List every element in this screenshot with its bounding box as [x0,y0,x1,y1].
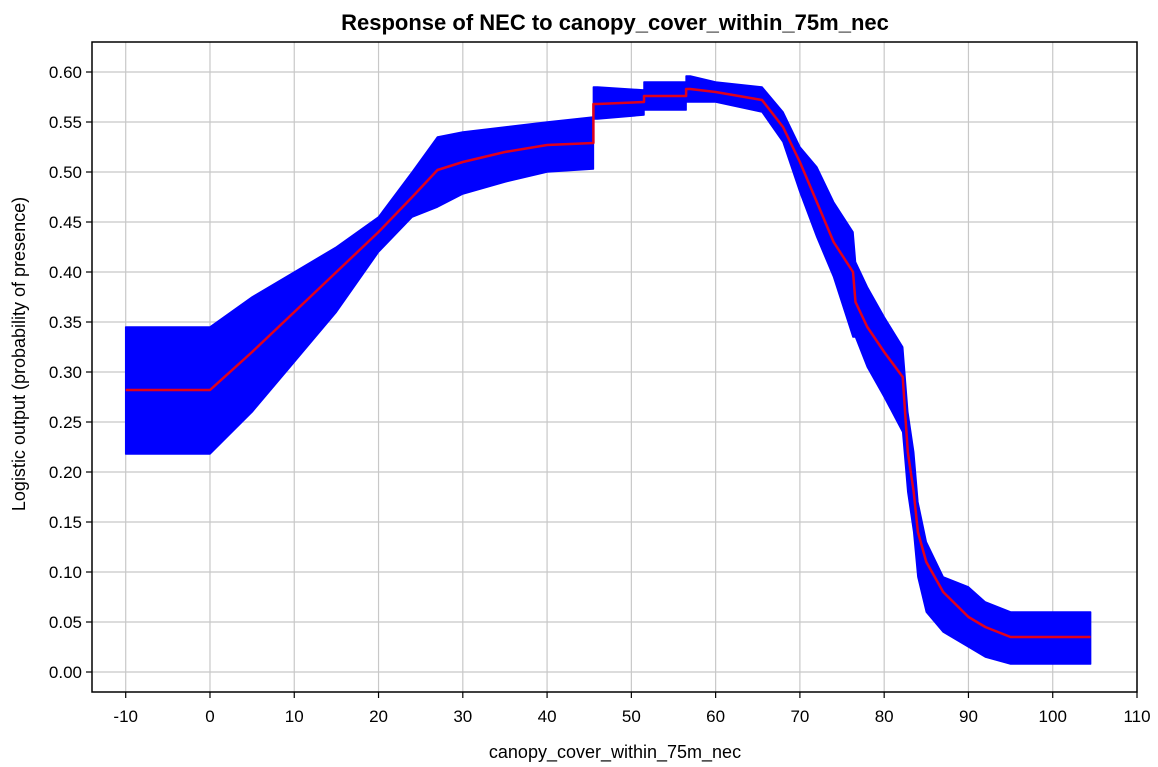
x-tick-label: 60 [706,707,725,726]
y-tick-label: 0.20 [49,463,82,482]
y-tick-label: 0.50 [49,163,82,182]
x-tick-label: 0 [205,707,214,726]
x-tick-label: 50 [622,707,641,726]
x-tick-label: 80 [875,707,894,726]
y-tick-label: 0.15 [49,513,82,532]
y-tick-label: 0.05 [49,613,82,632]
plot-frame [91,41,1138,693]
x-tick-label: 100 [1039,707,1067,726]
x-tick-label: 10 [285,707,304,726]
x-tick-label: -10 [113,707,138,726]
y-tick-label: 0.00 [49,663,82,682]
x-tick-label: 30 [453,707,472,726]
chart-title: Response of NEC to canopy_cover_within_7… [341,10,889,35]
y-tick-label: 0.10 [49,563,82,582]
mean-response-line [125,87,1091,639]
x-tick-label: 90 [959,707,978,726]
plot-area: -10 0 10 20 30 40 50 60 70 80 90 100 110 0.00 0.05 0.10… [49,41,1151,726]
y-tick-label: 0.45 [49,213,82,232]
y-tick-label: 0.60 [49,63,82,82]
y-tick-label: 0.30 [49,363,82,382]
y-axis-label: Logistic output (probability of presence… [9,197,29,511]
x-tick-label: 40 [538,707,557,726]
y-tick-label: 0.55 [49,113,82,132]
y-tick-label: 0.25 [49,413,82,432]
x-tick-label: 70 [790,707,809,726]
x-axis-label: canopy_cover_within_75m_nec [489,742,741,763]
y-tick-label: 0.40 [49,263,82,282]
y-tick-label: 0.35 [49,313,82,332]
x-tick-label: 20 [369,707,388,726]
x-tick-label: 110 [1123,707,1150,726]
